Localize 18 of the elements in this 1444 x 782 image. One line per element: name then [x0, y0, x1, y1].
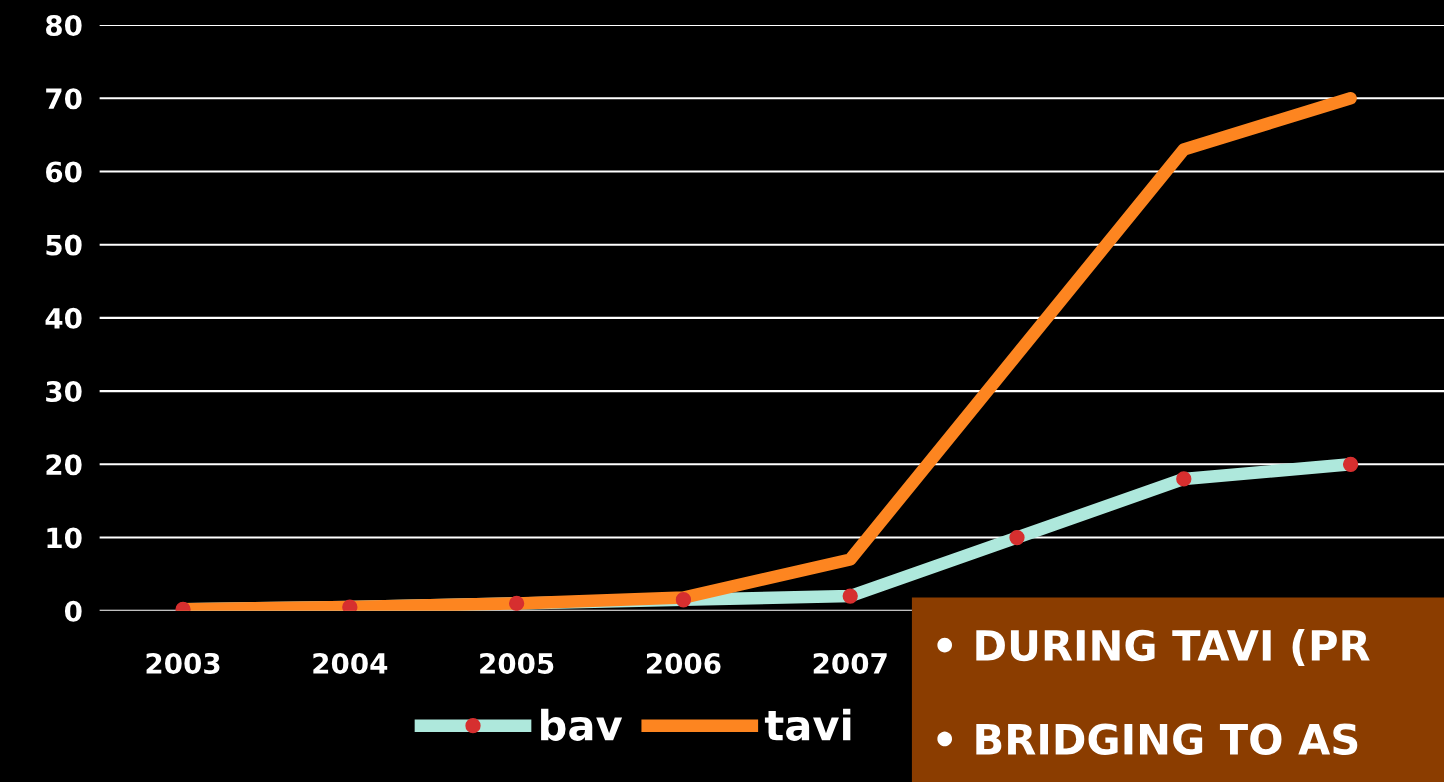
x-tick-label: 2005: [480, 652, 554, 674]
y-tick-label: 80: [46, 14, 82, 36]
legend-label: tavi: [764, 708, 851, 741]
y-tick-label: 10: [47, 527, 82, 549]
y-tick-label: 50: [46, 234, 82, 256]
text: • BRIDGING TO AS: [937, 723, 1358, 755]
x-tick-label: 2007: [813, 652, 887, 674]
text: • DURING TAVI (PR: [937, 628, 1370, 667]
legend-label: bav: [541, 708, 623, 741]
y-tick-label: 70: [46, 88, 82, 110]
x-tick-label: 2004: [313, 652, 388, 674]
y-tick-label: 60: [46, 161, 82, 183]
y-tick-label: 30: [46, 381, 82, 403]
y-tick-label: 40: [45, 307, 82, 329]
x-tick-label: 2003: [146, 652, 220, 674]
x-tick-label: 2006: [646, 652, 721, 674]
y-tick-label: 0: [64, 600, 82, 622]
y-tick-label: 20: [46, 454, 82, 476]
